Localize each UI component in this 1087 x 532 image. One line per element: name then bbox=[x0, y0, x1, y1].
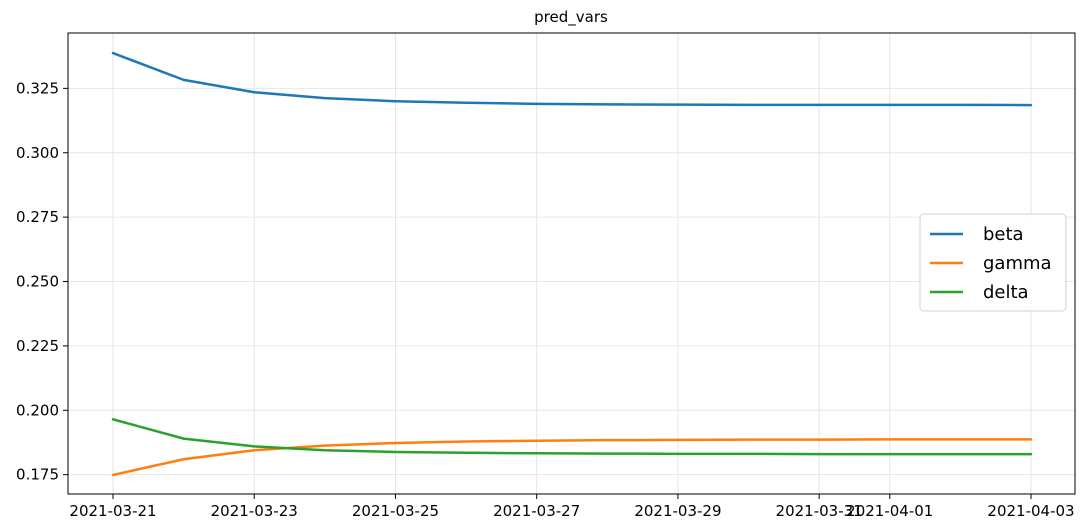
y-tick-label: 0.300 bbox=[16, 144, 59, 162]
series-lines bbox=[111, 51, 1033, 477]
legend-label-delta: delta bbox=[983, 282, 1029, 303]
y-tick-label: 0.225 bbox=[16, 337, 59, 355]
x-tick-label: 2021-03-31 bbox=[776, 502, 863, 520]
y-tick-label: 0.250 bbox=[16, 273, 59, 291]
y-tick-label: 0.175 bbox=[16, 466, 59, 484]
series-line-beta bbox=[111, 51, 1033, 107]
series-line-delta bbox=[111, 418, 1033, 456]
plot-frame bbox=[67, 32, 1076, 495]
x-tick-label: 2021-04-03 bbox=[987, 502, 1074, 520]
grid bbox=[68, 33, 1075, 494]
chart-title: pred_vars bbox=[534, 8, 608, 27]
y-tick-label: 0.200 bbox=[16, 401, 59, 419]
x-tick-label: 2021-03-29 bbox=[634, 502, 721, 520]
x-axis: 2021-03-21 2021-03-23 2021-03-25 2021-03-27… bbox=[69, 494, 1075, 520]
legend-label-gamma: gamma bbox=[983, 253, 1052, 274]
legend-box bbox=[919, 213, 1067, 312]
x-tick-label: 2021-03-23 bbox=[211, 502, 298, 520]
x-tick-label: 2021-04-01 bbox=[846, 502, 933, 520]
x-tick-label: 2021-03-25 bbox=[352, 502, 439, 520]
y-axis: 0.175 0.200 0.225 0.250 0.275 0.300 0.325 bbox=[16, 79, 68, 484]
x-tick-label: 2021-03-21 bbox=[69, 502, 156, 520]
x-tick-label: 2021-03-27 bbox=[493, 502, 580, 520]
y-tick-label: 0.275 bbox=[16, 208, 59, 226]
legend: beta gamma delta bbox=[919, 213, 1067, 312]
series-line-gamma bbox=[111, 438, 1033, 477]
y-tick-label: 0.325 bbox=[16, 79, 59, 97]
legend-label-beta: beta bbox=[983, 224, 1024, 245]
